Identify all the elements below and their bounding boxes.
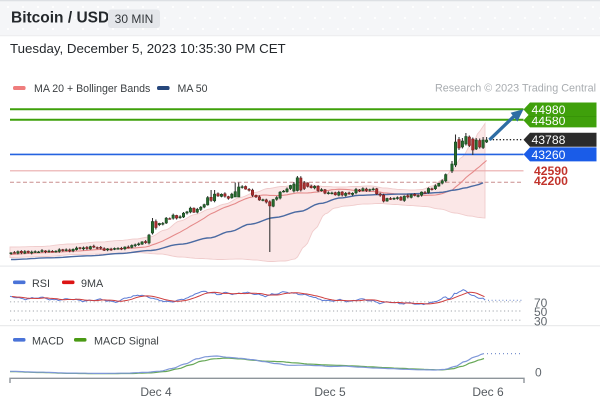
svg-text:MA 50: MA 50: [178, 83, 208, 95]
svg-text:Bitcoin / USD: Bitcoin / USD: [11, 10, 109, 27]
svg-text:30 MIN: 30 MIN: [115, 12, 154, 26]
svg-text:9MA: 9MA: [81, 278, 104, 290]
svg-text:Dec 6: Dec 6: [472, 385, 504, 399]
svg-text:70: 70: [534, 296, 548, 310]
svg-text:43260: 43260: [532, 148, 566, 162]
svg-text:RSI: RSI: [32, 278, 50, 290]
svg-text:MACD: MACD: [32, 336, 64, 348]
svg-text:50: 50: [534, 305, 548, 319]
svg-text:42590: 42590: [534, 164, 568, 178]
svg-text:Research © 2023 Trading Centra: Research © 2023 Trading Central: [435, 82, 596, 94]
svg-text:MA 20 + Bollinger Bands: MA 20 + Bollinger Bands: [34, 83, 150, 95]
svg-text:43788: 43788: [532, 133, 566, 147]
svg-text:44580: 44580: [532, 114, 566, 128]
svg-text:Dec 4: Dec 4: [140, 385, 172, 399]
svg-text:0: 0: [535, 366, 542, 380]
svg-text:MACD Signal: MACD Signal: [94, 336, 159, 348]
svg-text:Tuesday, December 5, 2023 10:3: Tuesday, December 5, 2023 10:35:30 PM CE…: [10, 41, 286, 56]
svg-text:44980: 44980: [532, 103, 566, 117]
svg-text:30: 30: [534, 314, 548, 328]
svg-text:42200: 42200: [534, 174, 568, 188]
svg-text:Dec 5: Dec 5: [314, 385, 346, 399]
